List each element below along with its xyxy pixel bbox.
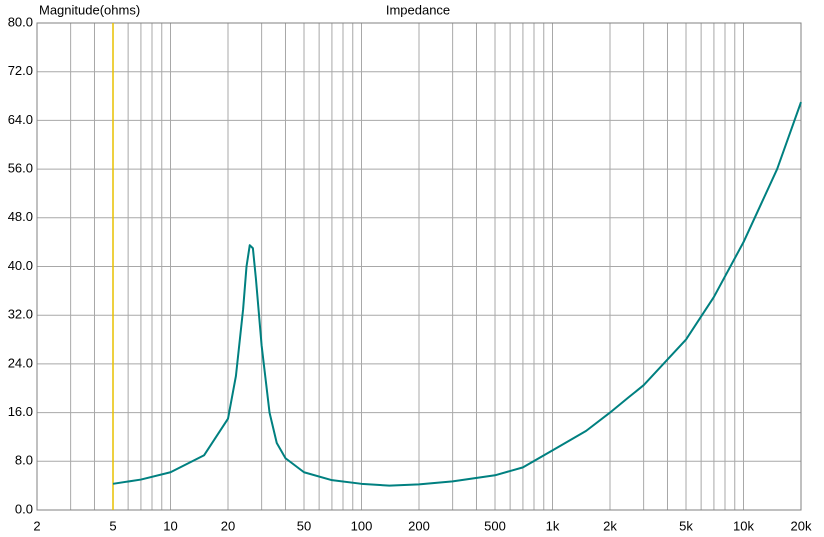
x-tick-label: 20 bbox=[221, 518, 235, 533]
y-tick-label: 40.0 bbox=[8, 258, 33, 273]
y-tick-label: 16.0 bbox=[8, 404, 33, 419]
x-tick-label: 50 bbox=[297, 518, 311, 533]
x-tick-label: 5k bbox=[679, 518, 693, 533]
y-tick-label: 56.0 bbox=[8, 161, 33, 176]
x-tick-label: 5 bbox=[109, 518, 116, 533]
y-tick-label: 80.0 bbox=[8, 14, 33, 29]
y-tick-label: 64.0 bbox=[8, 112, 33, 127]
x-tick-label: 1k bbox=[546, 518, 560, 533]
y-tick-label: 0.0 bbox=[15, 501, 33, 516]
x-tick-label: 100 bbox=[351, 518, 373, 533]
x-tick-label: 2k bbox=[603, 518, 617, 533]
x-tick-label: 20k bbox=[791, 518, 812, 533]
x-tick-label: 10k bbox=[733, 518, 754, 533]
x-tick-label: 500 bbox=[484, 518, 506, 533]
y-tick-label: 72.0 bbox=[8, 63, 33, 78]
y-tick-label: 32.0 bbox=[8, 307, 33, 322]
chart-title: Impedance bbox=[386, 2, 450, 17]
x-tick-label: 200 bbox=[408, 518, 430, 533]
x-tick-label: 2 bbox=[33, 518, 40, 533]
y-tick-label: 48.0 bbox=[8, 209, 33, 224]
impedance-curve bbox=[112, 101, 802, 487]
y-tick-label: 8.0 bbox=[15, 453, 33, 468]
x-tick-label: 10 bbox=[163, 518, 177, 533]
plot-border bbox=[36, 22, 802, 511]
y-tick-label: 24.0 bbox=[8, 355, 33, 370]
y-axis-label: Magnitude(ohms) bbox=[39, 2, 140, 17]
